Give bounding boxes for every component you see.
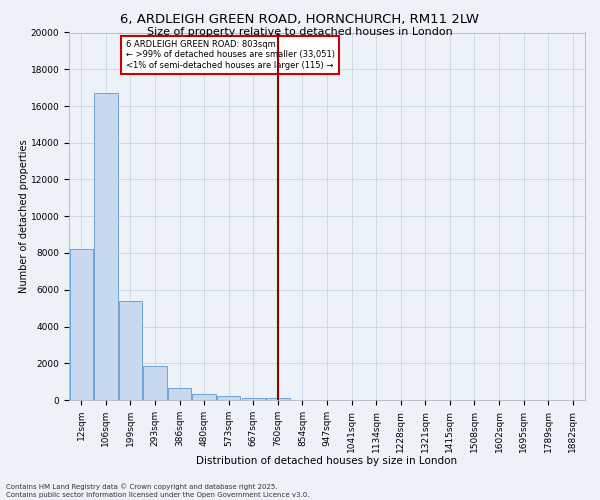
Bar	[242, 398, 265, 400]
Bar	[70, 250, 93, 400]
Text: Size of property relative to detached houses in London: Size of property relative to detached ho…	[147, 27, 453, 37]
Y-axis label: Number of detached properties: Number of detached properties	[19, 140, 29, 293]
Text: Contains HM Land Registry data © Crown copyright and database right 2025.
Contai: Contains HM Land Registry data © Crown c…	[6, 484, 310, 498]
Text: 6 ARDLEIGH GREEN ROAD: 803sqm
← >99% of detached houses are smaller (33,051)
<1%: 6 ARDLEIGH GREEN ROAD: 803sqm ← >99% of …	[125, 40, 335, 70]
Bar	[266, 398, 290, 400]
Bar	[168, 388, 191, 400]
Bar	[217, 396, 241, 400]
Bar	[119, 301, 142, 400]
Bar	[94, 93, 118, 400]
Bar	[193, 394, 216, 400]
X-axis label: Distribution of detached houses by size in London: Distribution of detached houses by size …	[196, 456, 458, 466]
Text: 6, ARDLEIGH GREEN ROAD, HORNCHURCH, RM11 2LW: 6, ARDLEIGH GREEN ROAD, HORNCHURCH, RM11…	[121, 12, 479, 26]
Bar	[143, 366, 167, 400]
